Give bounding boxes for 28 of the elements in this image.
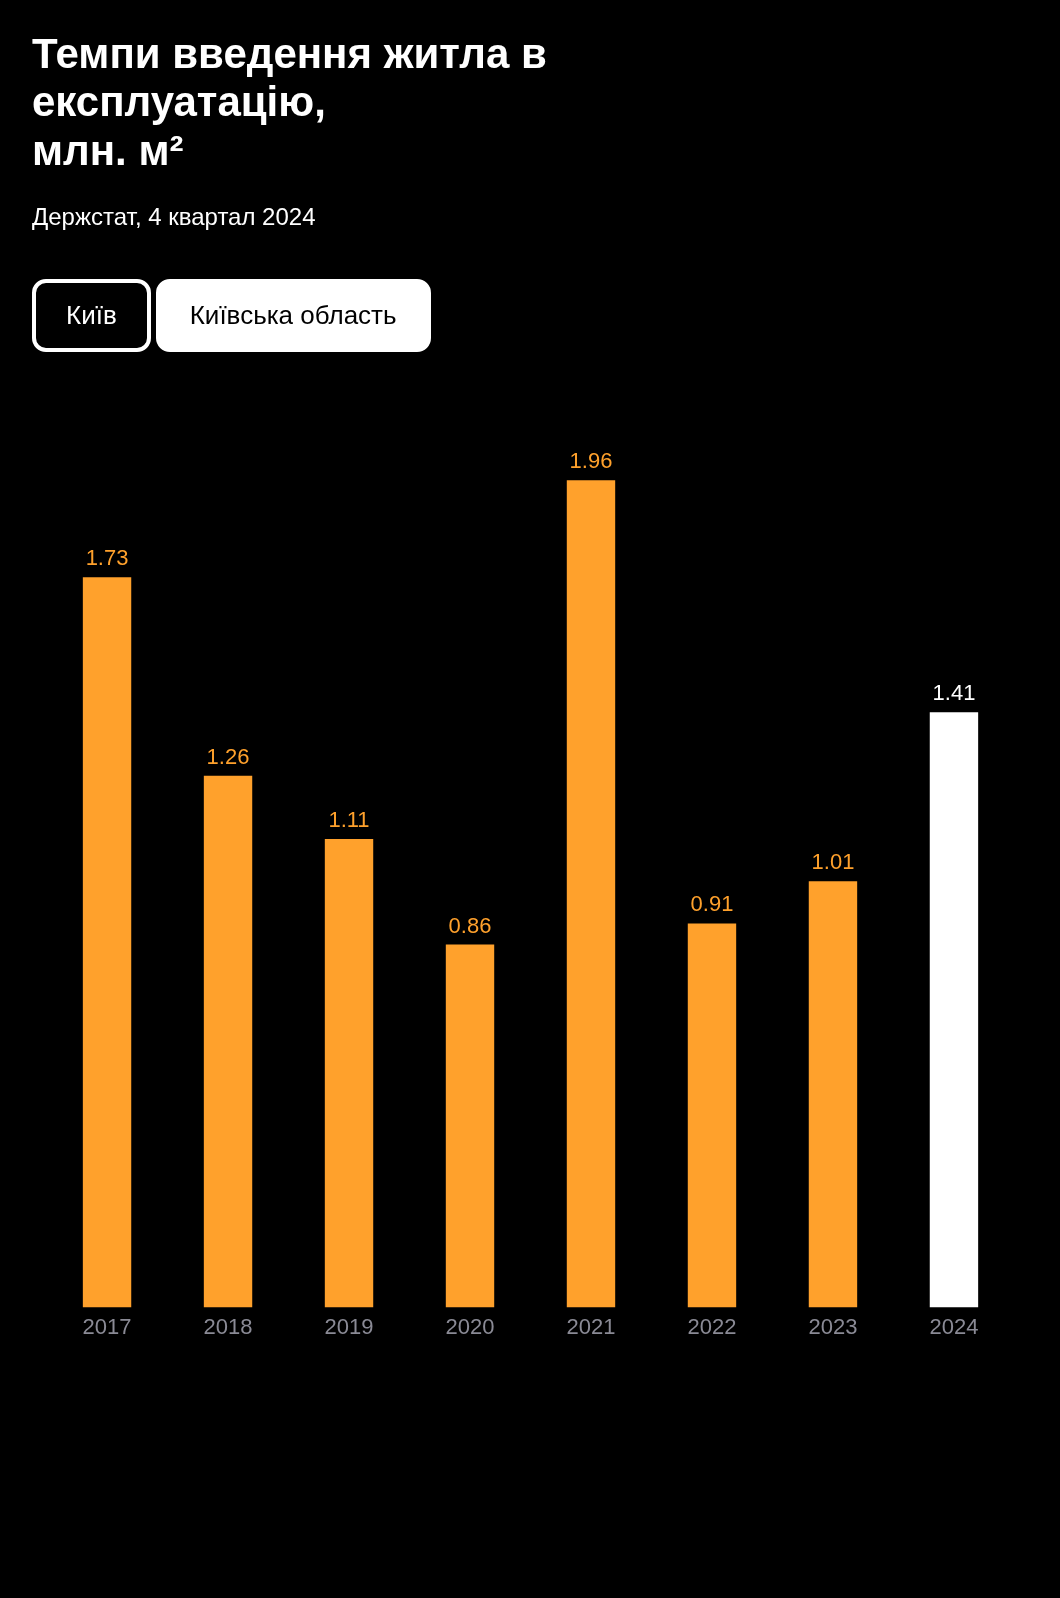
- bar: [687, 923, 737, 1308]
- x-tick-label: 2017: [82, 1313, 132, 1339]
- data-label: 1.26: [206, 743, 250, 769]
- x-tick-label: 2023: [808, 1313, 858, 1339]
- text: Київ: [66, 299, 117, 333]
- data-label: 0.91: [690, 891, 734, 917]
- bar: [324, 839, 374, 1308]
- bar: [445, 944, 495, 1308]
- bar: [203, 775, 253, 1308]
- data-label: 1.96: [569, 448, 613, 474]
- data-label: 1.73: [85, 545, 129, 571]
- x-tick-label: 2022: [687, 1313, 737, 1339]
- text: Київська область: [189, 299, 397, 333]
- x-tick-label: 2019: [324, 1313, 374, 1339]
- data-label: 1.01: [811, 849, 855, 875]
- data-label: 1.41: [932, 680, 976, 706]
- x-tick-label: 2018: [203, 1313, 253, 1339]
- x-tick-label: 2020: [445, 1313, 495, 1339]
- data-label: 0.86: [448, 912, 492, 938]
- x-tick-label: 2024: [929, 1313, 979, 1339]
- bar: [82, 577, 132, 1308]
- bar: [929, 712, 979, 1308]
- bar: [566, 480, 616, 1308]
- chart-title: Темпи введення житла в експлуатацію, млн. м²: [32, 30, 547, 175]
- x-tick-label: 2021: [566, 1313, 616, 1339]
- data-label: 1.11: [328, 807, 370, 833]
- bar: [808, 881, 858, 1308]
- chart-subtitle: Держстат, 4 квартал 2024: [32, 201, 316, 232]
